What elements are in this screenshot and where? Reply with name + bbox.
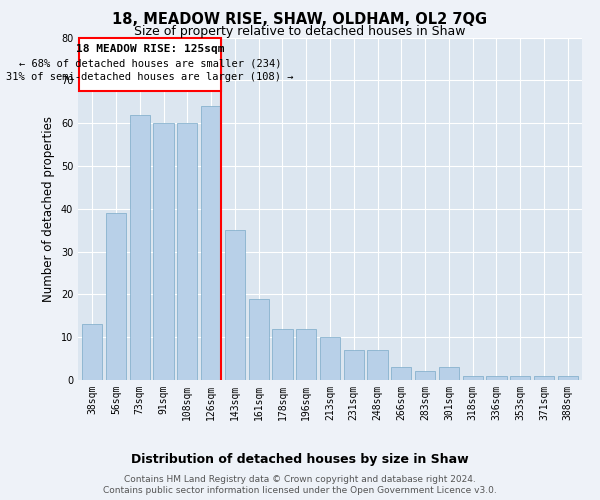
Bar (296, 328, 316, 380)
Bar (439, 367, 459, 380)
Bar (415, 372, 435, 380)
FancyBboxPatch shape (79, 38, 221, 91)
Bar (248, 298, 269, 380)
Bar (106, 213, 126, 380)
Text: Size of property relative to detached houses in Shaw: Size of property relative to detached ho… (134, 25, 466, 38)
Bar (557, 376, 578, 380)
Bar (510, 376, 530, 380)
Bar (177, 123, 197, 380)
Bar (344, 350, 364, 380)
Bar (487, 376, 506, 380)
Bar (272, 328, 293, 380)
Bar (534, 376, 554, 380)
Bar (82, 324, 103, 380)
Bar (463, 376, 483, 380)
Bar (225, 230, 245, 380)
Bar (391, 367, 412, 380)
Bar (130, 114, 150, 380)
Bar (320, 337, 340, 380)
Bar (154, 123, 173, 380)
Text: Contains public sector information licensed under the Open Government Licence v3: Contains public sector information licen… (103, 486, 497, 495)
Text: 18, MEADOW RISE, SHAW, OLDHAM, OL2 7QG: 18, MEADOW RISE, SHAW, OLDHAM, OL2 7QG (112, 12, 488, 28)
Text: ← 68% of detached houses are smaller (234): ← 68% of detached houses are smaller (23… (19, 58, 281, 68)
Text: Contains HM Land Registry data © Crown copyright and database right 2024.: Contains HM Land Registry data © Crown c… (124, 475, 476, 484)
Bar (367, 350, 388, 380)
Text: 18 MEADOW RISE: 125sqm: 18 MEADOW RISE: 125sqm (76, 44, 224, 54)
Bar (201, 106, 221, 380)
Text: Distribution of detached houses by size in Shaw: Distribution of detached houses by size … (131, 452, 469, 466)
Text: 31% of semi-detached houses are larger (108) →: 31% of semi-detached houses are larger (… (6, 72, 294, 82)
Y-axis label: Number of detached properties: Number of detached properties (42, 116, 55, 302)
